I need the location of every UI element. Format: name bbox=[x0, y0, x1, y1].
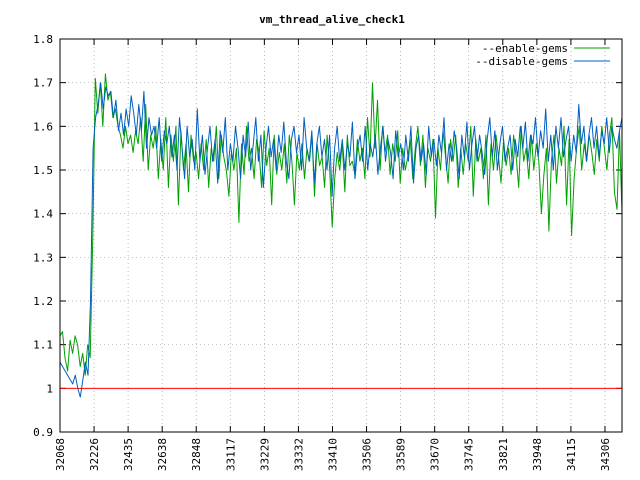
legend-label-enable-gems: --enable-gems bbox=[482, 42, 568, 55]
legend-label-disable-gems: --disable-gems bbox=[475, 55, 568, 68]
y-tick-label: 1.7 bbox=[33, 77, 53, 90]
x-tick-label: 33506 bbox=[361, 438, 374, 471]
x-tick-label: 34115 bbox=[565, 438, 578, 471]
x-tick-label: 33410 bbox=[326, 438, 339, 471]
x-tick-label: 33589 bbox=[395, 438, 408, 471]
x-tick-label: 33821 bbox=[497, 438, 510, 471]
grid bbox=[60, 39, 622, 432]
x-tick-label: 33117 bbox=[224, 438, 237, 471]
y-tick-label: 0.9 bbox=[33, 426, 53, 439]
x-tick-label: 33229 bbox=[258, 438, 271, 471]
chart-title: vm_thread_alive_check1 bbox=[259, 13, 405, 26]
y-tick-label: 1.4 bbox=[33, 208, 53, 221]
x-tick-label: 32435 bbox=[122, 438, 135, 471]
x-tick-label: 32068 bbox=[54, 438, 67, 471]
x-tick-label: 33332 bbox=[292, 438, 305, 471]
y-tick-label: 1.2 bbox=[33, 295, 53, 308]
x-tick-label: 32226 bbox=[88, 438, 101, 471]
y-tick-label: 1.1 bbox=[33, 339, 53, 352]
x-tick-label: 33745 bbox=[463, 438, 476, 471]
y-tick-label: 1.6 bbox=[33, 120, 53, 133]
x-tick-label: 34306 bbox=[599, 438, 612, 471]
y-tick-label: 1.5 bbox=[33, 164, 53, 177]
series-line-disable-gems bbox=[59, 82, 623, 398]
plot-frame bbox=[59, 38, 623, 433]
x-tick-label: 33670 bbox=[429, 438, 442, 471]
y-tick-label: 1.8 bbox=[33, 33, 53, 46]
x-tick-label: 32638 bbox=[156, 438, 169, 471]
series-group bbox=[59, 73, 623, 398]
y-axis: 0.9 1 1.1 1.2 1.3 1.4 1.5 1.6 1.7 1.8 bbox=[33, 33, 622, 439]
x-tick-label: 33948 bbox=[531, 438, 544, 471]
series-line-enable-gems bbox=[59, 73, 623, 376]
x-tick-label: 32848 bbox=[190, 438, 203, 471]
y-tick-label: 1.3 bbox=[33, 251, 53, 264]
x-axis: 32068 32226 32435 32638 32848 33117 33229 33332… bbox=[54, 39, 612, 471]
legend: --enable-gems --disable-gems bbox=[475, 42, 610, 68]
y-tick-label: 1 bbox=[46, 382, 53, 395]
